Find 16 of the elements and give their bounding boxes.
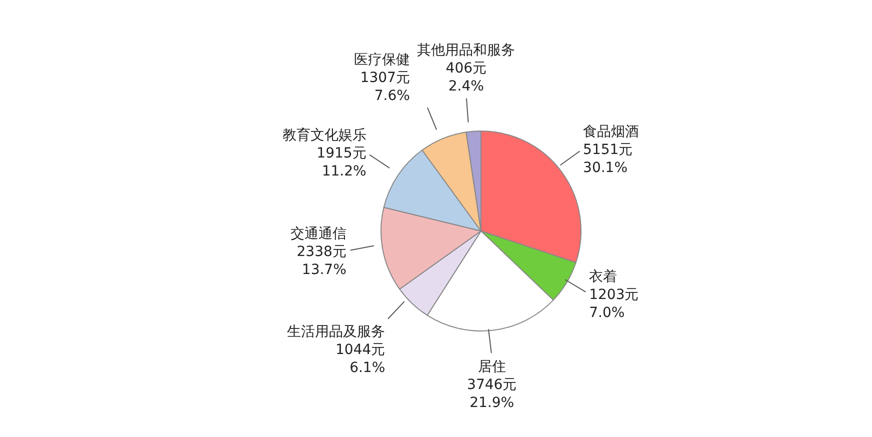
data-label: 406元 2.4% <box>446 60 487 94</box>
slice-label: 生活用品及服务 <box>287 324 386 340</box>
slice-label: 食品烟酒 <box>583 124 640 140</box>
slice-label: 教育文化娱乐 <box>282 126 366 144</box>
slice-label: 交通通信 <box>290 226 346 242</box>
slice-label: 衣着 <box>589 269 618 286</box>
slice-label: 其他用品和服务 <box>417 42 516 58</box>
data-label: 2338元 13.7% <box>296 244 346 278</box>
data-label: 3746元 21.9% <box>467 377 517 412</box>
slice-label: 医疗保健 <box>354 52 410 68</box>
data-label: 5151元 30.1% <box>583 142 633 176</box>
data-label: 1915元 11.2% <box>316 146 366 180</box>
data-label: 1307元 7.6% <box>360 70 410 104</box>
slice-label: 居住 <box>478 359 506 376</box>
data-label: 1203元 7.0% <box>589 287 639 322</box>
data-label: 1044元 6.1% <box>336 342 386 376</box>
